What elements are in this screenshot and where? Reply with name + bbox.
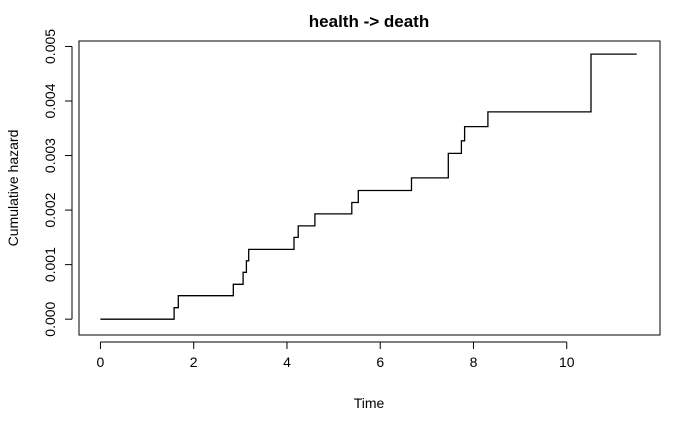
y-tick-label: 0.001 bbox=[42, 247, 58, 282]
x-tick-label: 6 bbox=[376, 354, 384, 370]
x-tick-label: 0 bbox=[97, 354, 105, 370]
chart-title: health -> death bbox=[309, 12, 429, 31]
y-tick-label: 0.003 bbox=[42, 138, 58, 173]
plot-frame bbox=[78, 40, 661, 336]
x-tick-label: 4 bbox=[283, 354, 291, 370]
x-axis-label: Time bbox=[354, 395, 385, 411]
x-axis: 0 2 4 6 8 10 bbox=[97, 341, 575, 370]
series-layer bbox=[100, 53, 637, 320]
y-tick-label: 0.000 bbox=[42, 301, 58, 336]
series-line bbox=[100, 53, 637, 320]
x-tick-label: 2 bbox=[190, 354, 198, 370]
y-axis: 0.000 0.001 0.002 0.003 0.004 0.005 bbox=[42, 29, 73, 337]
x-tick-label: 10 bbox=[559, 354, 575, 370]
y-tick-label: 0.002 bbox=[42, 192, 58, 227]
y-axis-label: Cumulative hazard bbox=[5, 130, 21, 247]
y-tick-label: 0.005 bbox=[42, 29, 58, 64]
x-tick-label: 8 bbox=[470, 354, 478, 370]
y-tick-label: 0.004 bbox=[42, 83, 58, 118]
